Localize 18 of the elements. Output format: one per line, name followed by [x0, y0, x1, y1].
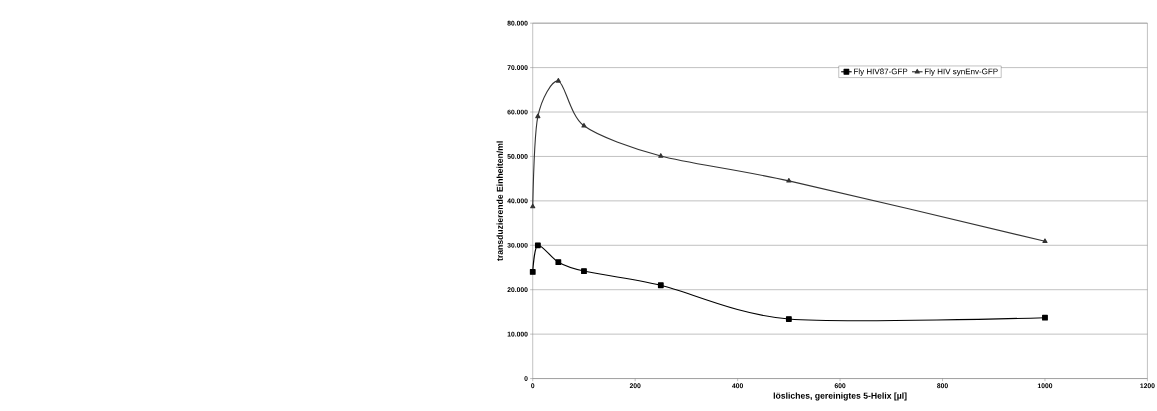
point [529, 268, 536, 275]
point [785, 315, 792, 322]
point [658, 152, 664, 158]
point [530, 203, 536, 209]
point [581, 267, 587, 274]
x-axis-title: lösliches, gereinigtes 5-Helix [µl] [773, 392, 907, 401]
point [535, 113, 541, 118]
point [1042, 238, 1048, 243]
y-axis-title: transduzierende Einheiten/ml [496, 141, 503, 261]
point [581, 122, 587, 128]
point [1042, 314, 1048, 321]
legend-label: Fly HIV synEnv-GFP [924, 68, 998, 76]
point [657, 282, 664, 288]
point [555, 259, 562, 265]
point [786, 177, 792, 183]
legend-label: Fly HIV87-GFP [854, 68, 908, 76]
point [534, 242, 541, 248]
point [555, 77, 561, 83]
